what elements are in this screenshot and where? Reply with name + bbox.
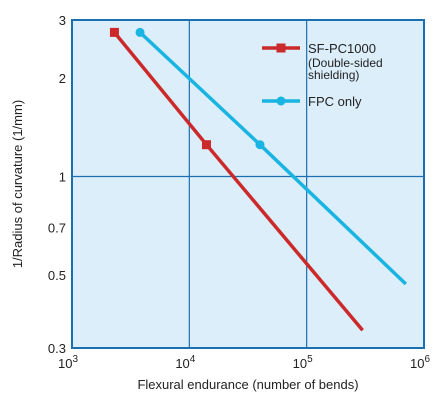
y-tick-label-4: 2 (59, 71, 66, 86)
x-tick-label-3: 106 (410, 354, 430, 371)
series-layer (109, 27, 408, 332)
plot-area (72, 20, 424, 348)
y-axis-label: 1/Radius of curvature (1/mm) (10, 100, 25, 268)
y-tick-label-2: 0.7 (48, 220, 66, 235)
legend-label-0-line-0: SF-PC1000 (308, 41, 376, 56)
plot-frame (71, 19, 425, 349)
legend-marker-0 (276, 43, 286, 53)
y-tick-labels: 0.3 0.5 0.7 1 2 3 (48, 13, 66, 356)
y-tick-label-5: 3 (59, 13, 66, 28)
series-0-marker-0 (109, 27, 119, 37)
legend-label-0-line-1: (Double-sided (308, 56, 383, 70)
x-tick-labels: 103 104 105 106 (58, 354, 430, 371)
legend-marker-1 (276, 96, 286, 106)
legend-label-1-line-0: FPC only (308, 94, 362, 109)
y-tick-label-3: 1 (59, 169, 66, 184)
x-tick-label-1: 104 (175, 354, 195, 371)
legend-label-0-line-2: shielding) (308, 68, 359, 82)
x-tick-label-0: 103 (58, 354, 78, 371)
y-tick-label-0: 0.3 (48, 341, 66, 356)
legend-entry-1: FPC only (262, 94, 362, 109)
series-1-marker-0 (135, 27, 145, 37)
grid-lines (72, 20, 424, 348)
series-1-marker-1 (255, 140, 265, 150)
x-axis-label: Flexural endurance (number of bends) (137, 377, 358, 392)
series-0-marker-1 (201, 140, 211, 150)
y-tick-label-1: 0.5 (48, 268, 66, 283)
x-tick-label-2: 105 (293, 354, 313, 371)
